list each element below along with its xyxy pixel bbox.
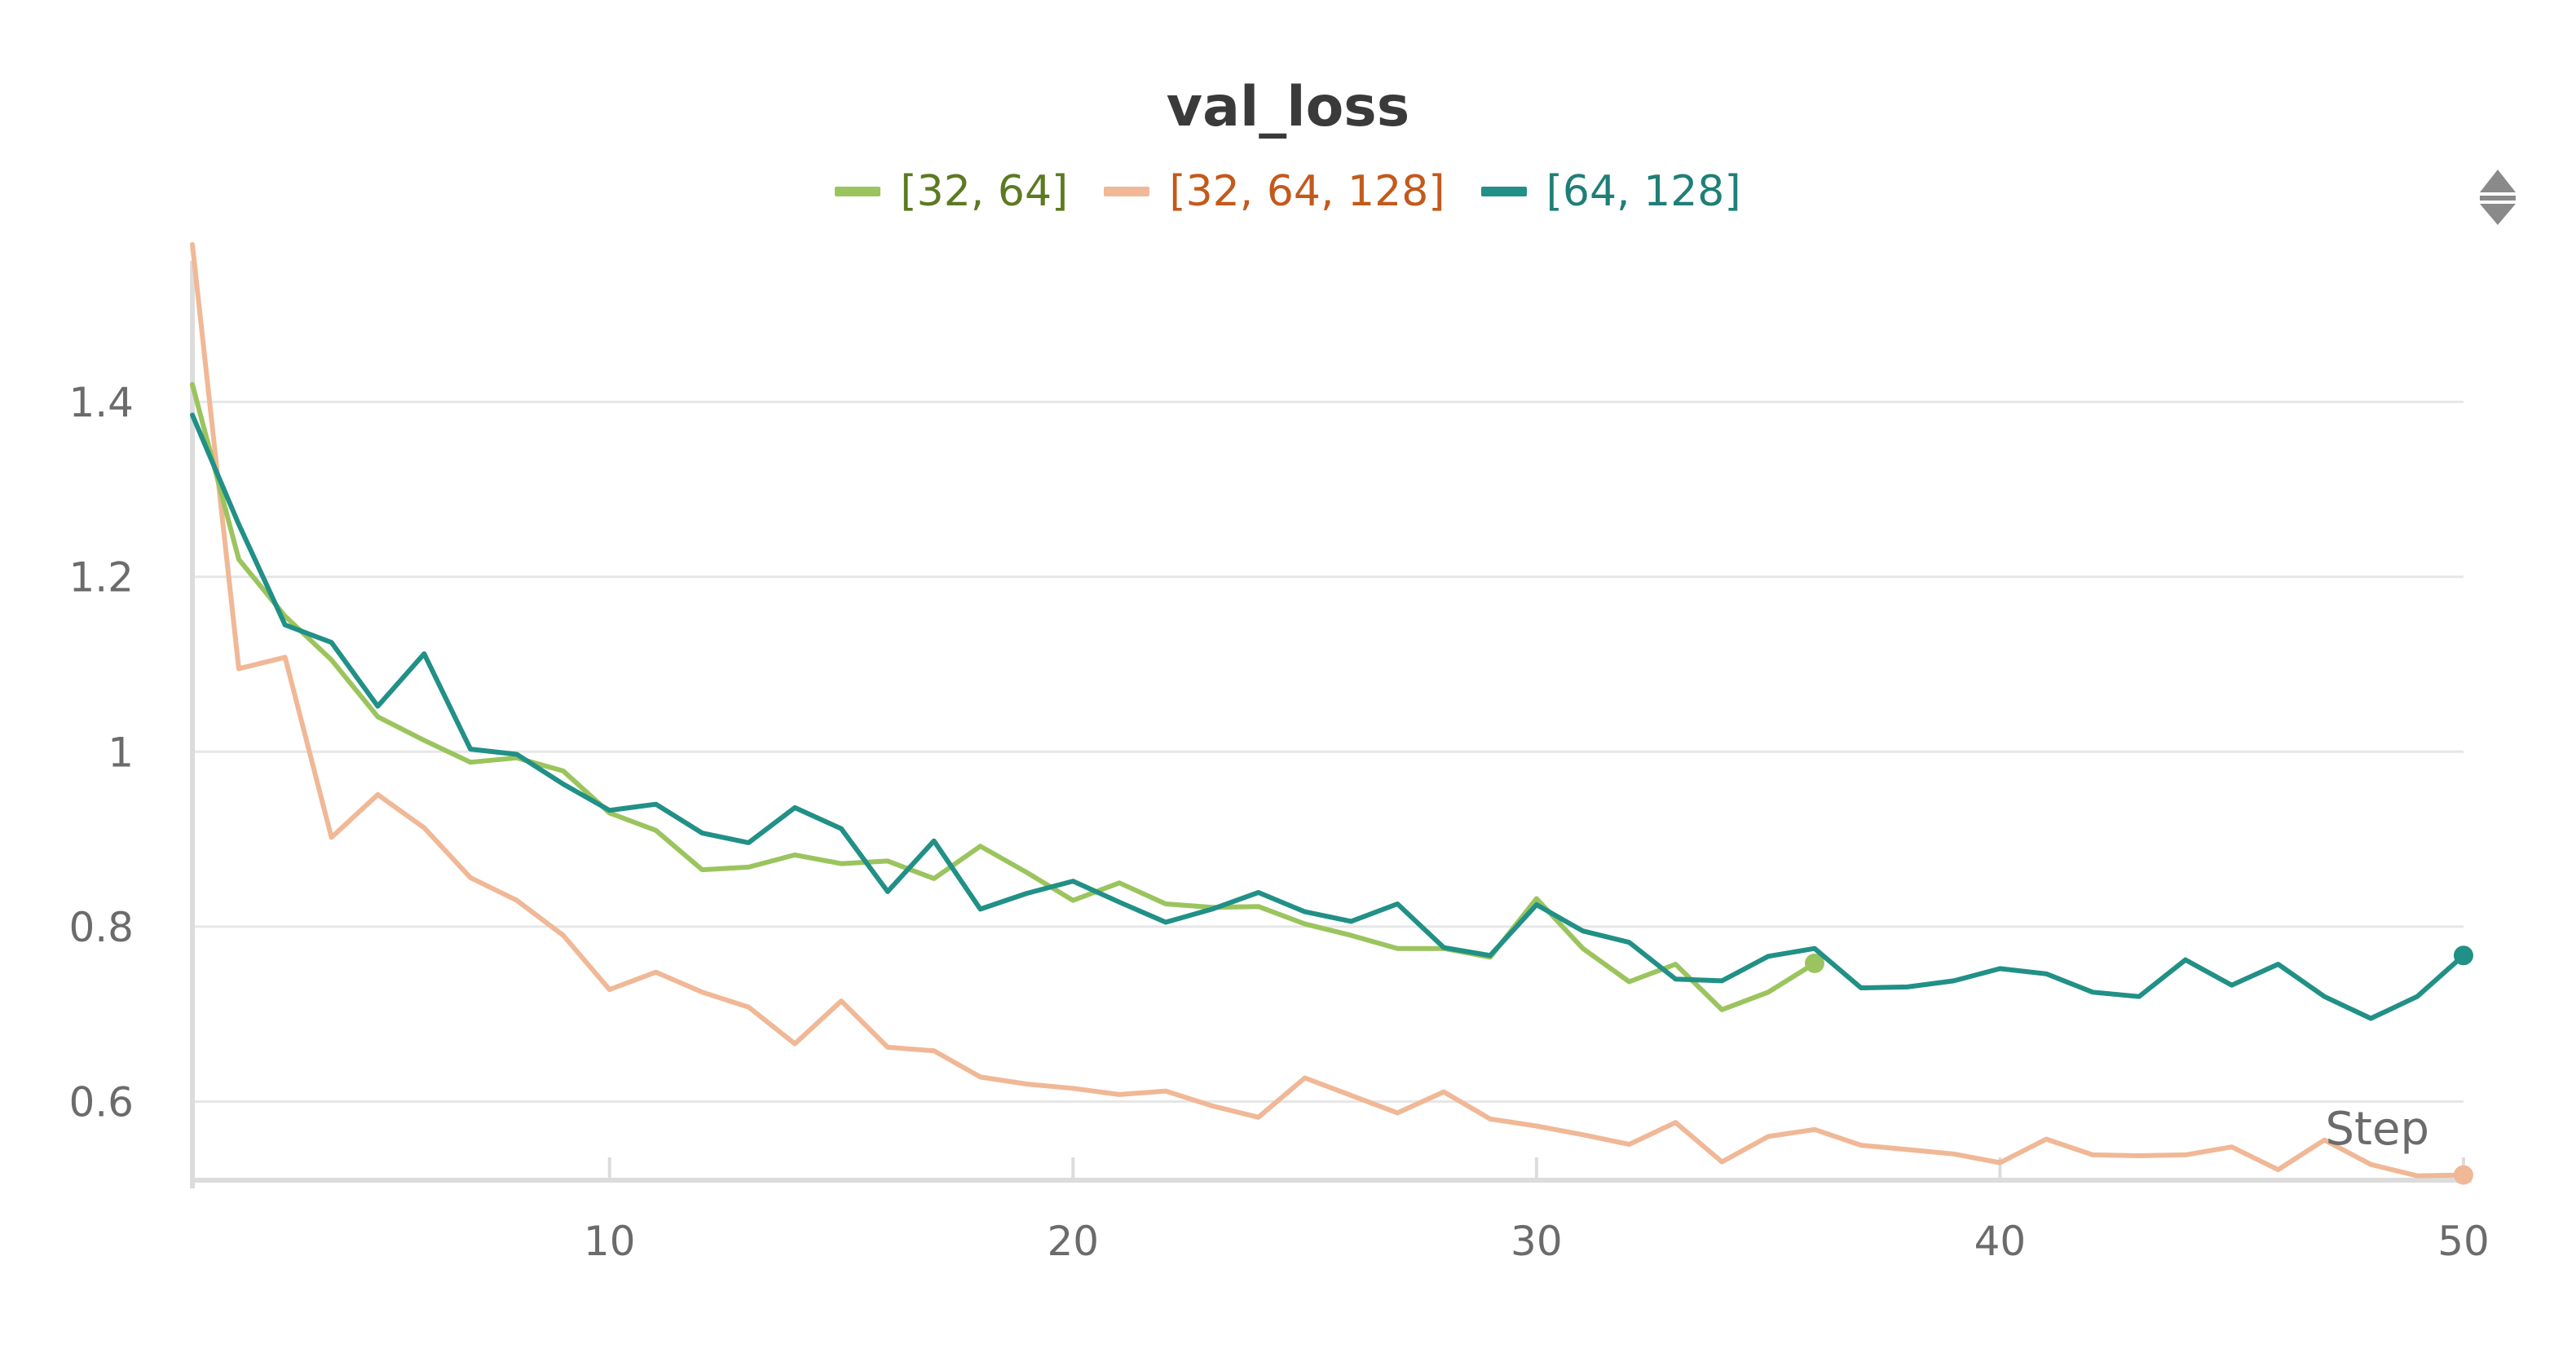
series-end-marker-2[interactable] xyxy=(2454,945,2473,966)
x-tick-label: 40 xyxy=(1974,1218,2027,1265)
legend-item-series-1[interactable]: [32, 64, 128] xyxy=(1104,167,1445,216)
tick-labels: 0.6 0.8 1 1.2 1.4 10 20 30 40 50 xyxy=(68,379,2489,1265)
legend-swatch-series-2 xyxy=(1480,187,1527,196)
series-end-marker-0[interactable] xyxy=(1805,953,1824,973)
legend-label-series-0: [32, 64] xyxy=(900,167,1069,216)
axes xyxy=(190,261,2472,1188)
legend-swatch-series-1 xyxy=(1104,187,1150,196)
series-line-2[interactable] xyxy=(190,412,2466,1021)
legend-toggle-icon[interactable] xyxy=(2475,168,2521,227)
legend: [32, 64] [32, 64, 128] [64, 128] xyxy=(0,167,2576,216)
legend-item-series-0[interactable]: [32, 64] xyxy=(835,167,1068,216)
y-tick-label: 0.6 xyxy=(68,1078,134,1126)
x-tick-label: 10 xyxy=(584,1218,636,1265)
series-line-0[interactable] xyxy=(190,381,1817,1012)
x-axis-label: Step xyxy=(2325,1103,2429,1156)
series-lines xyxy=(190,242,2473,1185)
series-end-marker-1[interactable] xyxy=(2454,1165,2473,1185)
x-tick-label: 50 xyxy=(2437,1218,2490,1265)
x-tick-label: 30 xyxy=(1511,1218,1563,1265)
y-tick-label: 0.8 xyxy=(68,904,134,951)
x-tick-label: 20 xyxy=(1047,1218,1099,1265)
series-line-1[interactable] xyxy=(190,242,2466,1179)
legend-label-series-1: [32, 64, 128] xyxy=(1169,167,1445,216)
grid-lines xyxy=(192,400,2464,1103)
chart-title: val_loss xyxy=(1166,75,1410,139)
legend-label-series-2: [64, 128] xyxy=(1546,167,1741,216)
y-tick-label: 1.4 xyxy=(68,379,134,426)
y-tick-label: 1.2 xyxy=(68,554,134,602)
legend-swatch-series-0 xyxy=(835,187,881,196)
legend-item-series-2[interactable]: [64, 128] xyxy=(1480,167,1741,216)
y-tick-label: 1 xyxy=(108,729,134,776)
